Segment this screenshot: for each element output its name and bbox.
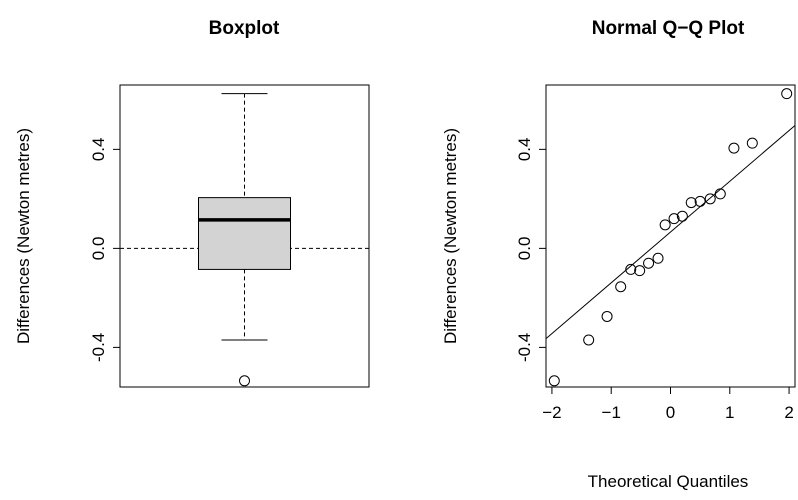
qq-point [659, 219, 671, 231]
qq-reference-line [546, 125, 795, 339]
boxplot-y-label: Differences (Newton metres) [14, 128, 33, 344]
boxplot-y-tick-label: 0.4 [89, 138, 108, 162]
qq-x-label: Theoretical Quantiles [588, 472, 749, 491]
boxplot-body [120, 93, 369, 387]
qq-point [704, 193, 716, 205]
qq-x-tick-label: 2 [784, 403, 793, 422]
qq-x-ticks: −2 −1 0 1 2 [542, 386, 794, 422]
box-iqr [198, 197, 291, 270]
qq-y-tick-label: -0.4 [515, 333, 534, 362]
qq-point [583, 334, 595, 346]
qq-x-tick-label: 0 [666, 403, 675, 422]
qq-x-tick-label: −1 [602, 403, 621, 422]
qq-y-tick-label: 0.4 [515, 138, 534, 162]
boxplot-title: Boxplot [209, 18, 280, 39]
qq-point [685, 197, 697, 209]
boxplot-y-tick-label: 0.0 [89, 237, 108, 261]
qq-point [634, 265, 646, 277]
qq-x-tick-label: 1 [725, 403, 734, 422]
qq-point [601, 310, 613, 322]
boxplot-y-tick-label: -0.4 [89, 333, 108, 362]
qq-point [615, 281, 627, 293]
qq-x-tick-label: −2 [542, 403, 561, 422]
qq-point [746, 137, 758, 149]
qq-point [643, 257, 655, 269]
qq-point [781, 88, 793, 100]
boxplot-panel: Boxplot -0.4 0.0 0.4 Differences (Newton m… [14, 18, 370, 388]
qq-y-ticks: -0.4 0.0 0.4 [515, 138, 547, 362]
outlier-point [239, 375, 250, 387]
qq-y-label: Differences (Newton metres) [441, 128, 460, 344]
qq-frame [545, 84, 796, 388]
qq-point [652, 252, 664, 264]
qq-point [668, 213, 680, 225]
qq-point [728, 142, 740, 154]
qq-title: Normal Q−Q Plot [592, 18, 745, 39]
qq-panel: Normal Q−Q Plot -0.4 0.0 0.4 −2 −1 0 1 2 Diffe… [441, 18, 796, 491]
qq-point [714, 188, 726, 200]
qq-point [625, 263, 637, 275]
qq-point [676, 210, 688, 222]
qq-point [694, 195, 706, 207]
boxplot-y-ticks: -0.4 0.0 0.4 [89, 138, 120, 362]
qq-y-tick-label: 0.0 [515, 237, 534, 261]
qq-body [546, 88, 795, 387]
qq-point [548, 375, 560, 387]
